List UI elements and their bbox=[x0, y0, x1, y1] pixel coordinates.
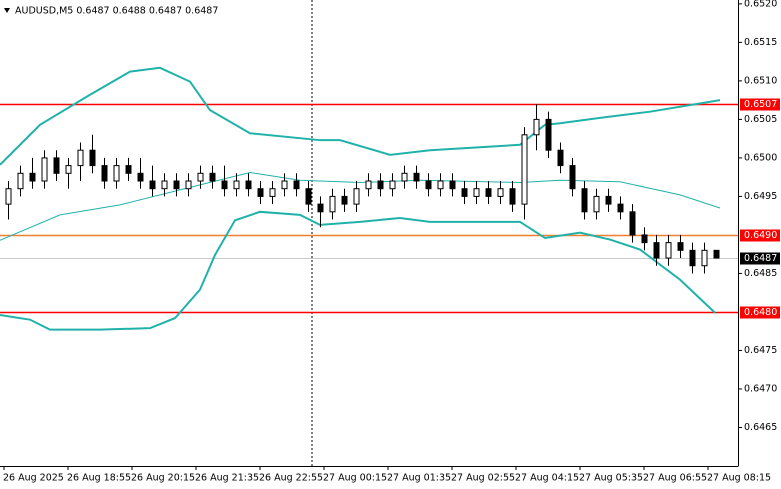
candle-body bbox=[329, 195, 336, 213]
candle-body bbox=[317, 203, 324, 213]
x-tick-label: 26 Aug 21:35 bbox=[195, 473, 259, 484]
price-level-label: 0.6490 bbox=[744, 230, 777, 241]
price-level-box bbox=[740, 252, 780, 265]
y-tick-label: 0.6495 bbox=[744, 191, 777, 202]
y-tick-label: 0.6520 bbox=[744, 0, 777, 9]
candle-body bbox=[593, 195, 600, 213]
y-tick-label: 0.6470 bbox=[744, 383, 777, 394]
candle-body bbox=[665, 242, 672, 259]
candle-body bbox=[641, 234, 648, 244]
candle-body bbox=[101, 165, 108, 182]
candle-body bbox=[653, 242, 660, 259]
candle-body bbox=[341, 195, 348, 205]
x-tick-label: 26 Aug 20:15 bbox=[131, 473, 195, 484]
candle-body bbox=[521, 134, 528, 205]
candle-body bbox=[605, 195, 612, 205]
bollinger-band bbox=[0, 172, 721, 241]
candle-body bbox=[173, 180, 180, 190]
price-level-box bbox=[740, 229, 780, 242]
candle-body bbox=[29, 172, 36, 182]
candle-body bbox=[65, 165, 72, 174]
candle-body bbox=[89, 149, 96, 167]
candle-body bbox=[389, 180, 396, 190]
candle-body bbox=[701, 249, 708, 267]
price-level-label: 0.6487 bbox=[744, 253, 777, 264]
x-tick-label: 27 Aug 06:55 bbox=[643, 473, 707, 484]
candle-body bbox=[497, 188, 504, 197]
x-tick-label: 27 Aug 01:35 bbox=[387, 473, 451, 484]
x-tick-label: 27 Aug 05:35 bbox=[579, 473, 643, 484]
candle-body bbox=[677, 242, 684, 251]
price-level-label: 0.6480 bbox=[744, 307, 777, 318]
candle-body bbox=[581, 188, 588, 213]
candle-body bbox=[269, 188, 276, 197]
candle-body bbox=[533, 118, 540, 136]
candle-body bbox=[161, 180, 168, 190]
candle-body bbox=[377, 180, 384, 190]
candle-body bbox=[41, 157, 48, 182]
x-tick-label: 26 Aug 18:55 bbox=[67, 473, 131, 484]
candle-body bbox=[149, 180, 156, 190]
candle-body bbox=[449, 180, 456, 190]
candle-body bbox=[569, 165, 576, 190]
candle-body bbox=[113, 165, 120, 182]
candle-body bbox=[17, 172, 24, 190]
candle-body bbox=[713, 249, 720, 259]
candle-body bbox=[617, 203, 624, 213]
candle-body bbox=[365, 180, 372, 190]
y-tick-label: 0.6515 bbox=[744, 37, 777, 48]
x-tick-label: 27 Aug 02:55 bbox=[451, 473, 515, 484]
candle-body bbox=[473, 188, 480, 197]
candle-body bbox=[197, 172, 204, 182]
candle-body bbox=[221, 180, 228, 190]
candle-body bbox=[485, 188, 492, 197]
x-tick-label: 27 Aug 00:15 bbox=[323, 473, 387, 484]
candle-body bbox=[353, 188, 360, 205]
plot-area bbox=[0, 66, 738, 331]
y-tick-label: 0.6505 bbox=[744, 114, 777, 125]
candle-body bbox=[509, 188, 516, 205]
candle-body bbox=[557, 149, 564, 167]
candle-body bbox=[137, 172, 144, 182]
candle-body bbox=[125, 165, 132, 174]
x-tick-label: 27 Aug 04:15 bbox=[515, 473, 579, 484]
price-level-box bbox=[740, 306, 780, 319]
candle-body bbox=[545, 118, 552, 151]
y-tick-label: 0.6510 bbox=[744, 75, 777, 86]
candle-body bbox=[185, 180, 192, 190]
candle-body bbox=[689, 249, 696, 267]
y-tick-label: 0.6485 bbox=[744, 268, 777, 279]
candle-body bbox=[461, 188, 468, 197]
price-level-label: 0.6507 bbox=[744, 99, 777, 110]
y-tick-label: 0.6475 bbox=[744, 345, 777, 356]
y-tick-label: 0.6465 bbox=[744, 422, 777, 433]
candle-body bbox=[257, 188, 264, 197]
header-arrow bbox=[4, 8, 10, 13]
candle-body bbox=[293, 180, 300, 190]
candle-body bbox=[437, 180, 444, 190]
candle-body bbox=[281, 180, 288, 190]
x-tick-label: 27 Aug 08:15 bbox=[707, 473, 771, 484]
candle-body bbox=[233, 180, 240, 190]
x-tick-label: 26 Aug 22:55 bbox=[259, 473, 323, 484]
candle-body bbox=[629, 211, 636, 236]
candle-body bbox=[413, 172, 420, 182]
candle-body bbox=[209, 172, 216, 182]
y-tick-label: 0.6500 bbox=[744, 152, 777, 163]
candle-body bbox=[401, 172, 408, 182]
candle-body bbox=[77, 149, 84, 167]
candle-body bbox=[425, 180, 432, 190]
chart-header: AUDUSD,M5 0.6487 0.6488 0.6487 0.6487 bbox=[15, 6, 218, 17]
x-tick-label: 26 Aug 2025 bbox=[3, 473, 64, 484]
price-level-box bbox=[740, 98, 780, 111]
candle-body bbox=[5, 188, 12, 205]
candle-body bbox=[245, 180, 252, 190]
candle-body bbox=[53, 157, 60, 174]
bollinger-band bbox=[0, 66, 721, 166]
candle-body bbox=[305, 188, 312, 205]
bollinger-band bbox=[0, 210, 716, 331]
